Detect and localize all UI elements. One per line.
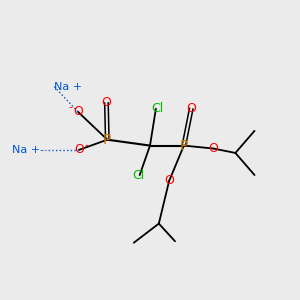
Text: O: O	[164, 174, 174, 188]
Text: O: O	[73, 105, 83, 118]
Text: O: O	[186, 102, 196, 115]
Text: Na +: Na +	[54, 82, 82, 92]
Text: O: O	[208, 142, 218, 155]
Text: O: O	[74, 143, 84, 157]
Text: Cl: Cl	[132, 169, 144, 182]
Text: O: O	[101, 96, 111, 110]
Text: Na +-: Na +-	[12, 145, 44, 155]
Text: Cl: Cl	[151, 102, 164, 115]
Text: P: P	[103, 133, 112, 147]
Text: P: P	[180, 139, 188, 153]
Text: -: -	[84, 141, 88, 151]
Text: -: -	[68, 102, 73, 112]
